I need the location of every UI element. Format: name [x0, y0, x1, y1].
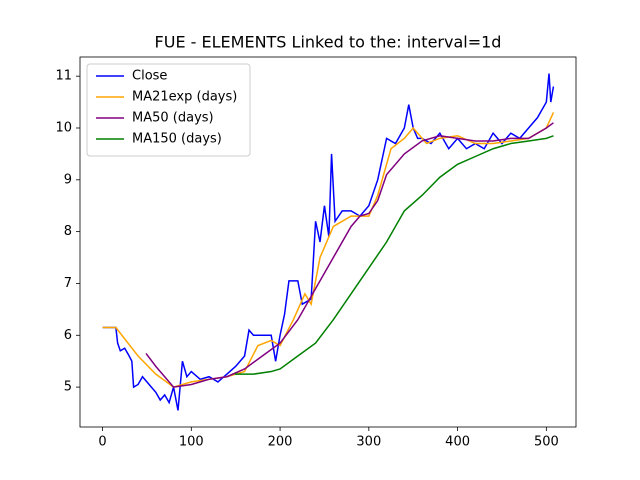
plot-frame: [79, 56, 577, 428]
y-tick-label: 10: [55, 120, 72, 135]
y-tick-label: 6: [64, 328, 72, 343]
x-tick-label: 100: [179, 435, 204, 450]
legend-label: MA21exp (days): [132, 90, 237, 105]
x-tick-label: 300: [356, 435, 381, 450]
x-tick-label: 400: [445, 435, 470, 450]
line-series: [102, 73, 555, 411]
y-tick-label: 8: [64, 224, 72, 239]
line-series: [102, 112, 555, 388]
chart-title: FUE - ELEMENTS Linked to the: interval=1…: [155, 33, 502, 52]
legend-box: [86, 63, 251, 157]
legend-label: MA50 (days): [132, 111, 214, 126]
y-tick-label: 7: [64, 276, 72, 291]
line-series: [145, 122, 554, 388]
y-tick-label: 9: [64, 172, 72, 187]
legend-label: Close: [132, 69, 167, 84]
legend-label: MA150 (days): [132, 132, 222, 147]
y-tick-label: 5: [64, 380, 72, 395]
y-tick-label: 11: [55, 69, 72, 84]
x-tick-label: 500: [534, 435, 559, 450]
x-tick-label: 200: [268, 435, 293, 450]
x-tick-label: 0: [98, 435, 106, 450]
line-series: [234, 135, 554, 375]
